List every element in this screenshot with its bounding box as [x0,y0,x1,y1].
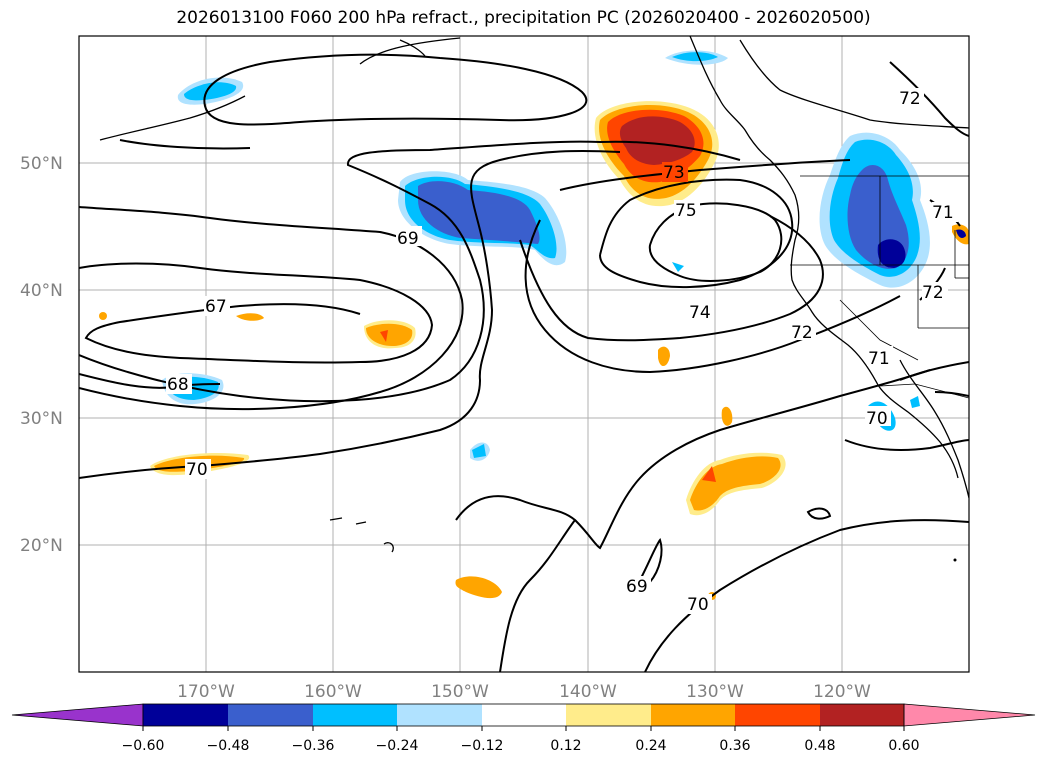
colorbar-segment [397,704,482,726]
contour-label: 69 [626,577,648,597]
lat-label-40n: 40°N [20,281,63,301]
colorbar-tick-label: 0.24 [635,738,666,754]
lon-label-170w: 170°W [177,682,235,702]
refractivity-contours [79,53,969,672]
colorbar-segment [820,704,904,726]
contour-label: 68 [167,375,189,395]
contour-label: 70 [687,595,709,615]
contour-label: 70 [866,409,888,429]
lat-label-30n: 30°N [20,409,63,429]
contour-label: 72 [791,323,813,343]
longitude-labels: 170°W 160°W 150°W 140°W 130°W 120°W [177,682,871,702]
colorbar-tick-label: 0.12 [550,738,581,754]
colorbar-segment [313,704,397,726]
colorbar-tick-label: −0.60 [122,738,165,754]
contour-label: 70 [186,460,208,480]
contour-label: 72 [899,89,921,109]
map-title: 2026013100 F060 200 hPa refract., precip… [176,8,871,28]
contour-label: 72 [922,283,944,303]
contour-label: 74 [689,303,711,323]
colorbar-extend-low [11,703,144,727]
colorbar-segment [735,704,820,726]
latitude-labels: 50°N 40°N 30°N 20°N [20,154,63,556]
plot-frame [78,35,970,673]
plot-area [79,36,969,672]
colorbar-tick-label: −0.36 [292,738,335,754]
lon-label-140w: 140°W [559,682,617,702]
lon-label-160w: 160°W [304,682,362,702]
colorbar-segment [566,704,651,726]
colorbar-segment [482,704,566,726]
contour-label: 67 [205,297,227,317]
colorbar-tick-label: −0.24 [376,738,419,754]
colorbar: −0.60 −0.48 −0.36 −0.24 −0.12 0.12 0.24 … [11,703,1036,754]
colorbar-segment [651,704,735,726]
contour-label: 75 [675,201,697,221]
colorbar-tick-label: 0.60 [888,738,919,754]
lon-label-120w: 120°W [813,682,871,702]
lon-label-130w: 130°W [686,682,744,702]
contour-label-group: 67 68 69 69 70 70 70 71 71 72 72 72 73 [166,88,958,615]
colorbar-segment [228,704,313,726]
colorbar-tick-label: −0.48 [207,738,250,754]
lat-label-20n: 20°N [20,536,63,556]
colorbar-segment [143,704,228,726]
contour-label: 71 [868,349,890,369]
coastlines [99,36,969,562]
lon-label-150w: 150°W [431,682,489,702]
colorbar-extend-high [903,703,1036,727]
lat-label-50n: 50°N [20,154,63,174]
colorbar-tick-label: −0.12 [461,738,504,754]
contour-label: 73 [663,163,685,183]
contour-label: 69 [397,229,419,249]
colorbar-tick-label: 0.36 [719,738,750,754]
contour-label: 71 [932,203,954,223]
colorbar-tick-label: 0.48 [804,738,835,754]
